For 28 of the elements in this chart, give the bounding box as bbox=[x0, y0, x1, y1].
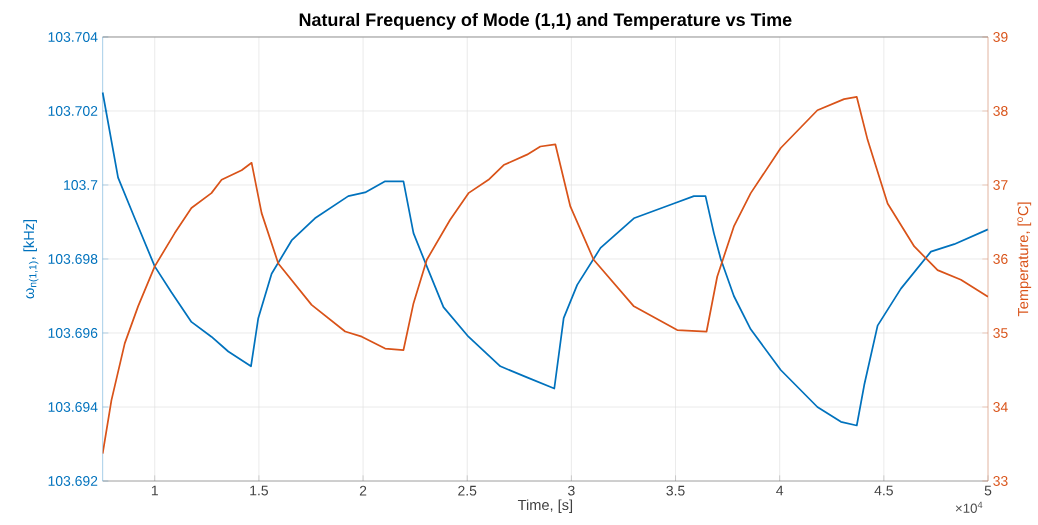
y-tick-label: 103.702 bbox=[48, 106, 98, 116]
x-tick-label: 2 bbox=[359, 485, 367, 496]
x-axis-title: Time, [s] bbox=[517, 499, 573, 513]
x-tick-label: 2.5 bbox=[458, 485, 477, 496]
y-tick-label: 103.7 bbox=[64, 180, 98, 190]
x-tick-label: 4.5 bbox=[874, 485, 893, 496]
y2-tick-label: 35 bbox=[993, 328, 1008, 338]
x-tick-label: 1.5 bbox=[250, 485, 269, 496]
y2-axis-title: Temperature, [$^{o}$C] bbox=[1017, 202, 1032, 317]
y-tick-label: 103.692 bbox=[48, 476, 98, 486]
y-tick-label: 103.696 bbox=[48, 328, 98, 338]
y-tick-label: 103.694 bbox=[48, 402, 98, 412]
y-tick-label: 103.704 bbox=[48, 32, 98, 42]
x-tick-label: 5 bbox=[984, 485, 992, 496]
x-tick-label: 4 bbox=[776, 485, 784, 496]
y-tick-label: 103.698 bbox=[48, 254, 98, 264]
x-tick-label: 1 bbox=[151, 485, 158, 496]
y2-tick-label: 33 bbox=[993, 476, 1008, 486]
y-axis-title: ω$_{n(1,1)}$, [kHz] bbox=[23, 219, 39, 299]
y2-tick-label: 36 bbox=[993, 254, 1008, 264]
y2-tick-label: 37 bbox=[993, 180, 1008, 190]
chart-title: Natural Frequency of Mode (1,1) and Temperature vs Time bbox=[299, 12, 792, 30]
y2-tick-label: 34 bbox=[993, 402, 1008, 412]
y2-tick-label: 38 bbox=[993, 106, 1008, 116]
x-tick-label: 3.5 bbox=[666, 485, 685, 496]
y2-tick-label: 39 bbox=[993, 32, 1008, 42]
x-tick-label: 3 bbox=[568, 485, 575, 496]
text: ×10$^{4}$ bbox=[955, 501, 983, 513]
